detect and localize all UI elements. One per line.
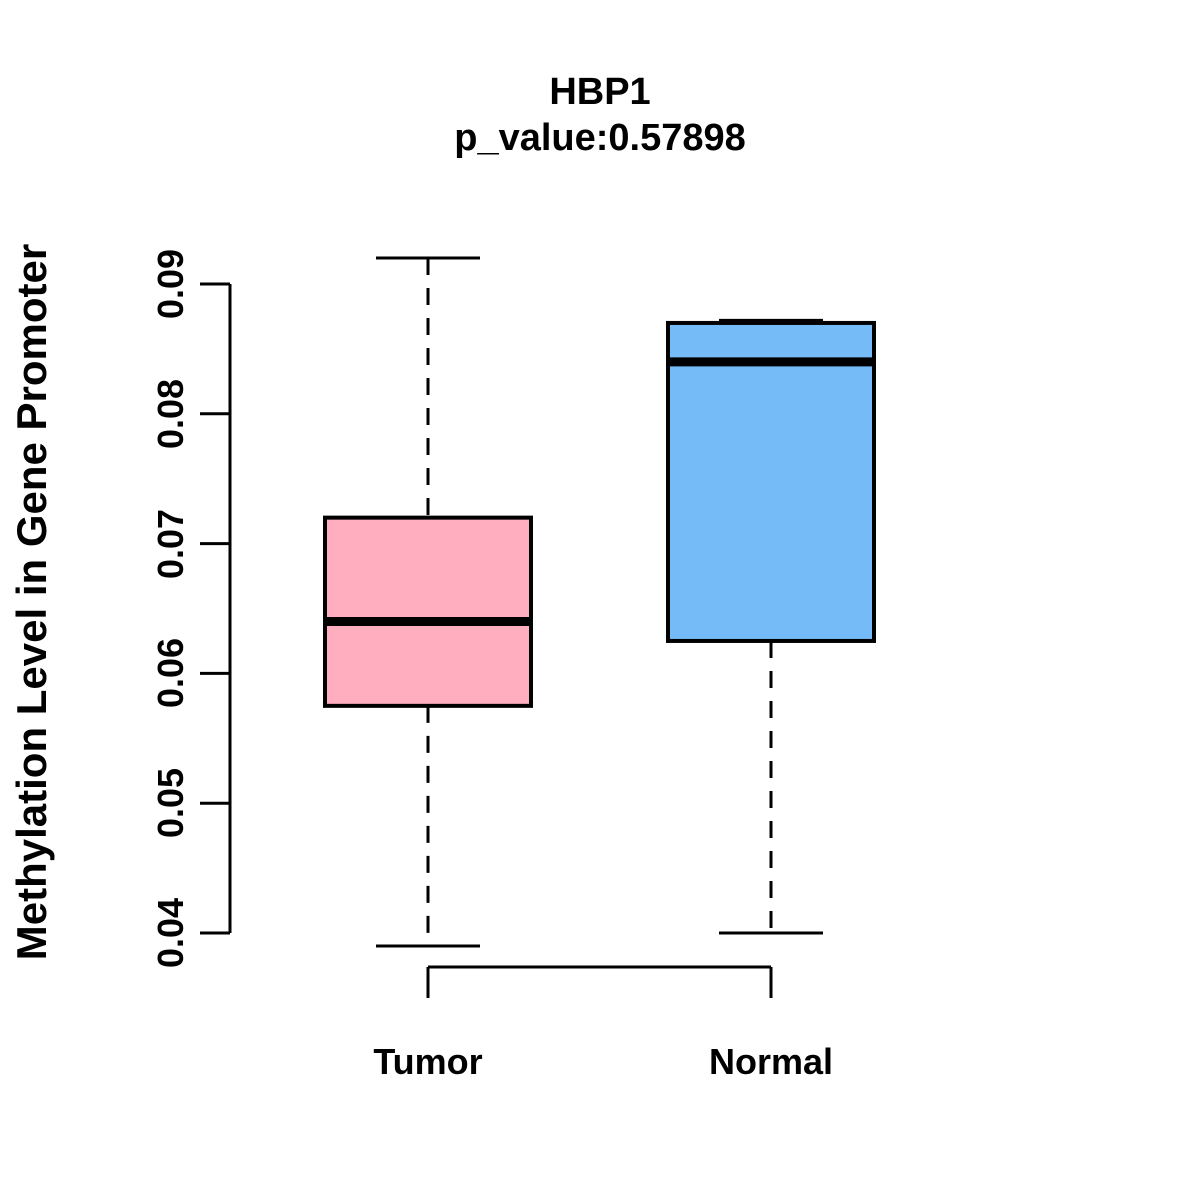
y-tick-label: 0.05 [150, 768, 191, 839]
y-tick-label: 0.04 [150, 897, 191, 969]
normal-box [666, 320, 876, 643]
x-category-label-normal: Normal [708, 1041, 834, 1082]
y-tick-label: 0.08 [150, 378, 191, 449]
y-tick-label: 0.06 [150, 638, 191, 709]
y-tick-label: 0.07 [150, 508, 191, 579]
y-tick-label: 0.09 [150, 248, 191, 320]
tumor-box [323, 515, 533, 708]
chart-title: HBP1 [549, 71, 651, 113]
x-category-label-tumor: Tumor [373, 1041, 483, 1082]
chart-subtitle: p_value:0.57898 [454, 117, 746, 159]
